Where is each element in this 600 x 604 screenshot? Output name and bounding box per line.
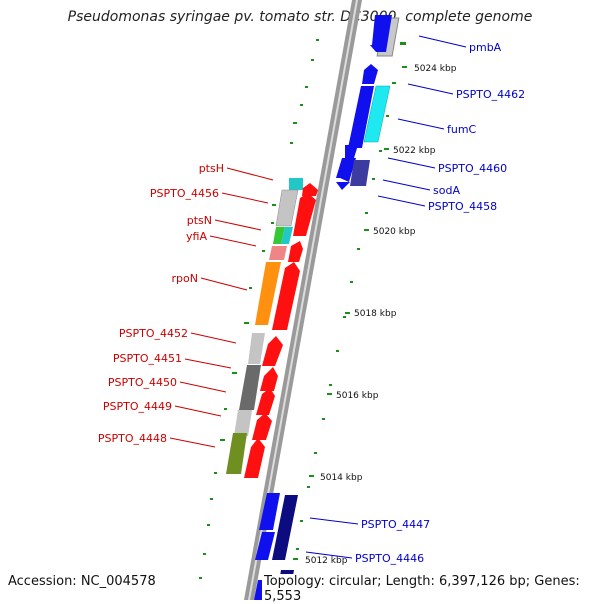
gene-label-PSPTO_4451[interactable]: PSPTO_4451 — [113, 352, 182, 365]
gene-PSPTO_4449-arrow — [252, 413, 272, 440]
gene-PSPTO_4456-block — [275, 189, 299, 227]
scale-label: 5018 kbp — [354, 309, 397, 319]
gene-PSPTO_4448-arrow — [244, 438, 265, 478]
gene-label-PSPTO_4447[interactable]: PSPTO_4447 — [361, 518, 430, 531]
gene-PSPTO_4460-tail — [336, 158, 356, 182]
gene-PSPTO_4447-a — [259, 493, 280, 530]
gc-track-right — [199, 39, 319, 579]
gene-PSPTO_4452-block — [248, 333, 265, 364]
scale-label: 5024 kbp — [414, 64, 457, 74]
gene-PSPTO_4449-block — [234, 410, 252, 436]
gene-label-yfiA[interactable]: yfiA — [186, 230, 207, 243]
gene-ptsH-arrow — [302, 183, 318, 196]
scale-label: 5016 kbp — [336, 391, 379, 401]
scale-label: 5020 kbp — [373, 227, 416, 237]
gene-ptsN-teal — [281, 227, 293, 244]
gene-label-PSPTO_4456[interactable]: PSPTO_4456 — [150, 187, 219, 200]
gene-label-PSPTO_4449[interactable]: PSPTO_4449 — [103, 400, 172, 413]
gene-PSPTO_4451-block — [239, 365, 261, 410]
scale-ticks — [293, 66, 407, 560]
gene-label-PSPTO_4450[interactable]: PSPTO_4450 — [108, 376, 177, 389]
gene-PSPTO_4452-arrow — [262, 336, 283, 366]
gene-PSPTO_4448-block — [226, 433, 247, 474]
gc-track-left — [296, 42, 406, 550]
gene-rpoN-block — [255, 262, 281, 325]
gene-label-fumC[interactable]: fumC — [447, 123, 477, 136]
scale-label: 5012 kbp — [305, 556, 348, 566]
gene-pmbA-arrow — [370, 15, 392, 52]
gene-yfiA-block — [269, 246, 287, 260]
gene-ptsH-block — [289, 178, 303, 190]
gene-PSPTO_4450-arrow — [256, 388, 275, 415]
gene-label-PSPTO_4448[interactable]: PSPTO_4448 — [98, 432, 167, 445]
gene-PSPTO_4462-arrow — [362, 64, 378, 84]
accession-label: Accession: NC_004578 — [8, 574, 156, 589]
gene-PSPTO_4451-arrow — [260, 367, 278, 391]
gene-PSPTO_4446-a — [255, 532, 275, 560]
gene-label-PSPTO_4458[interactable]: PSPTO_4458 — [428, 200, 497, 213]
gene-label-pmbA[interactable]: pmbA — [469, 41, 502, 54]
gene-fumC-block — [363, 85, 391, 143]
gene-PSPTO_4460-arrow — [345, 145, 358, 158]
gene-PSPTO_4456-arrow — [293, 193, 316, 236]
gene-label-PSPTO_4452[interactable]: PSPTO_4452 — [119, 327, 188, 340]
gene-label-PSPTO_4462[interactable]: PSPTO_4462 — [456, 88, 525, 101]
gene-label-sodA[interactable]: sodA — [433, 184, 460, 197]
gene-label-ptsN[interactable]: ptsN — [187, 214, 212, 227]
gene-label-rpoN[interactable]: rpoN — [172, 272, 198, 285]
reverse-genes — [336, 15, 400, 190]
gene-yfiA-arrow — [288, 241, 303, 262]
gene-sodA-block — [350, 160, 370, 186]
gene-rpoN-arrow — [272, 262, 300, 330]
gene-label-PSPTO_4446[interactable]: PSPTO_4446 — [355, 552, 424, 565]
gene-PSPTO_4447-b — [272, 495, 298, 560]
scale-label: 5014 kbp — [320, 473, 363, 483]
scale-label: 5022 kbp — [393, 146, 436, 156]
gene-PSPTO_4458-arrow — [336, 182, 350, 190]
gene-label-ptsH[interactable]: ptsH — [199, 162, 224, 175]
forward-genes — [226, 178, 318, 478]
gene-PSPTO_4462-body — [348, 86, 374, 148]
map-title: Pseudomonas syringae pv. tomato str. DC3… — [67, 9, 533, 25]
gene-label-PSPTO_4460[interactable]: PSPTO_4460 — [438, 162, 507, 175]
